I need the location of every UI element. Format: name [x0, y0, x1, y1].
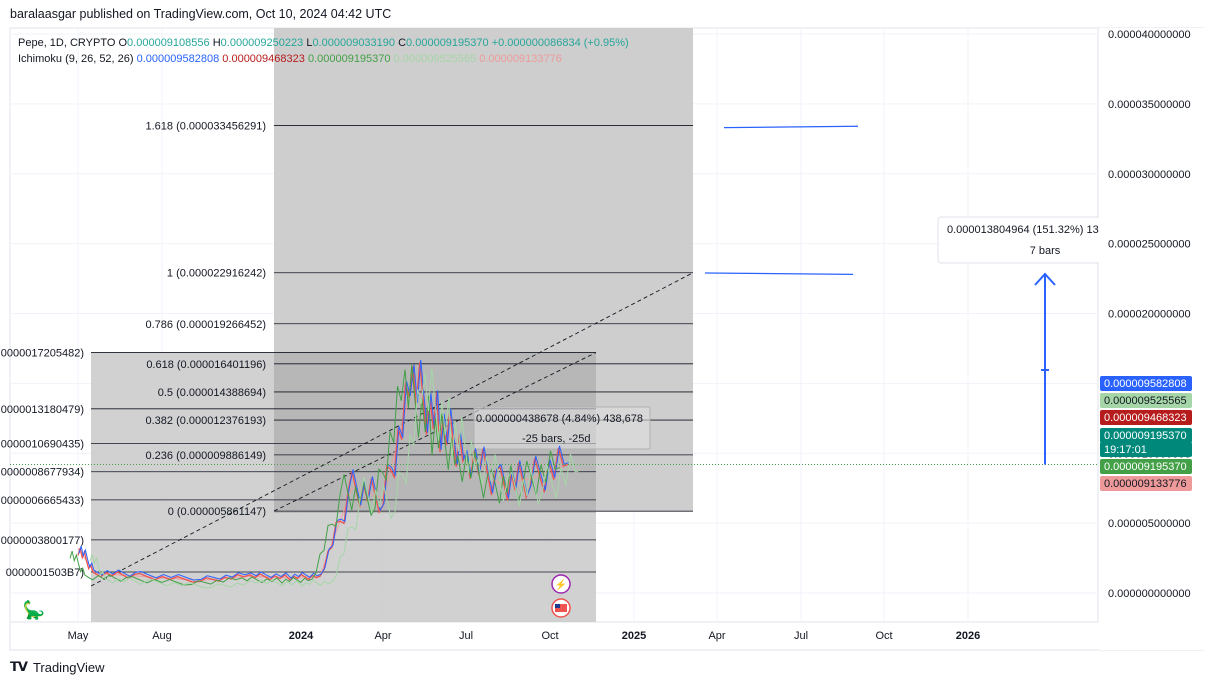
time-axis-tick: 2026: [956, 630, 980, 642]
legend-ichimoku: Ichimoku (9, 26, 52, 26) 0.000009582808 …: [18, 53, 562, 65]
price-tag-label: 0.000009195370: [1104, 430, 1187, 442]
fib-level-label: 0 (0.000005861147): [168, 506, 266, 518]
price-tag-label: 19:17:01: [1104, 444, 1147, 456]
left-level-label: 0000008677934): [1, 467, 84, 479]
us-flag-canton: [555, 604, 560, 608]
time-axis-tick: Apr: [374, 630, 391, 642]
ichimoku-conversion-line: [78, 359, 570, 581]
price-axis-tick: 0.000020000000: [1108, 309, 1191, 321]
price-tag-bg: [1100, 410, 1192, 425]
fib-level-label: 1.618 (0.000033456291): [146, 120, 267, 132]
price-tag-label: 0.000009525565: [1104, 395, 1187, 407]
price-tag-label: 0.000009133776: [1104, 478, 1187, 490]
price-tag-bg: [1100, 428, 1192, 443]
price-tag: 0.000009525565: [1100, 393, 1192, 408]
price-tag-bg: [1100, 459, 1192, 474]
price-tag-bg: [1100, 442, 1192, 457]
left-level-label: 0000001503B7): [6, 567, 84, 579]
price-tag: 19:17:01: [1100, 442, 1192, 457]
price-axis-bg: [1099, 28, 1214, 650]
time-axis-tick: Apr: [708, 630, 725, 642]
ichimoku-lagging-line: [69, 364, 561, 586]
price-tag: 0.000009195370: [1100, 459, 1192, 474]
fib-level-label: 1 (0.000022916242): [167, 268, 266, 280]
price-axis-tick: 0.000000000000: [1108, 588, 1191, 600]
dinosaur-icon: 🦕: [23, 599, 45, 620]
legend-ohlc: Pepe, 1D, CRYPTO O0.000009108556 H0.0000…: [18, 37, 629, 49]
projection-arrow-head: [1034, 272, 1056, 286]
trend-diagonal-2: [273, 352, 597, 512]
price-tag-bg: [1100, 393, 1192, 408]
price-axis-tick: 0.000040000000: [1108, 29, 1191, 41]
projection-label-bars: 7 bars: [1030, 245, 1061, 257]
time-axis-tick: Oct: [875, 630, 892, 642]
projection-line-lower: [704, 272, 854, 275]
price-axis-tick: 0.000030000000: [1108, 169, 1191, 181]
tradingview-logo-icon: 𝗧𝗩: [10, 659, 28, 674]
left-level-label: 0000017205482): [1, 348, 84, 360]
price-tag: 0.000009582808: [1100, 376, 1192, 391]
price-tag-bg: [1100, 476, 1192, 491]
publisher-line: baralaasgar published on TradingView.com…: [10, 7, 392, 21]
brand-label: TradingView: [32, 659, 105, 675]
lightning-glyph: ⚡: [555, 578, 567, 591]
lightning-event-icon: [551, 574, 571, 594]
ichimoku-lead-a-line: [89, 367, 581, 589]
time-axis-tick: Jul: [459, 630, 473, 642]
measure-box-value: 0.000000438678 (4.84%) 438,678: [476, 413, 643, 425]
price-axis-tick: 0.000025000000: [1108, 239, 1191, 251]
fib-level-label: 0.236 (0.000009886149): [146, 450, 267, 462]
fib-level-label: 0.382 (0.000012376193): [146, 415, 267, 427]
price-tag-label: 0.000009195370: [1104, 461, 1187, 473]
tradingview-brand[interactable]: 𝗧𝗩 TradingView: [10, 659, 104, 675]
left-level-label: 0000003800177): [1, 535, 84, 547]
price-tag: 0.000009133776: [1100, 476, 1192, 491]
time-axis-tick: 2025: [622, 630, 646, 642]
price-tag: 0.000009195370: [1100, 428, 1192, 443]
time-axis-tick: May: [68, 630, 89, 642]
left-level-label: 0000013180479): [1, 404, 84, 416]
fib-level-label: 0.5 (0.000014388694): [158, 387, 266, 399]
price-axis-tick: 0.000005000000: [1108, 518, 1191, 530]
measure-box: [473, 406, 651, 450]
fib-level-label: 0.618 (0.000016401196): [146, 359, 266, 371]
price-tag-label: 0.000009468323: [1104, 412, 1187, 424]
us-flag-stripes: [555, 604, 567, 612]
left-level-label: 0000010690435): [1, 439, 84, 451]
projection-line-upper: [723, 125, 859, 129]
left-level-label: 0000006665433): [1, 495, 84, 507]
price-tag-label: 0.000009582808: [1104, 378, 1187, 390]
price-tag-bg: [1100, 376, 1192, 391]
price-axis-tick: 0.000035000000: [1108, 99, 1191, 111]
time-axis-tick: Aug: [152, 630, 172, 642]
price-tag: 0.000009468323: [1100, 410, 1192, 425]
time-axis-tick: Oct: [541, 630, 558, 642]
time-axis-tick: Jul: [794, 630, 808, 642]
trend-diagonal-1: [90, 272, 694, 587]
projection-label-value: 0.000013804964 (151.32%) 13: [947, 224, 1099, 236]
measure-box-bars: -25 bars, -25d: [522, 433, 590, 445]
fib-level-label: 0.786 (0.000019266452): [146, 319, 267, 331]
price-candles-down: [77, 361, 569, 583]
time-axis-tick: 2024: [289, 630, 314, 642]
